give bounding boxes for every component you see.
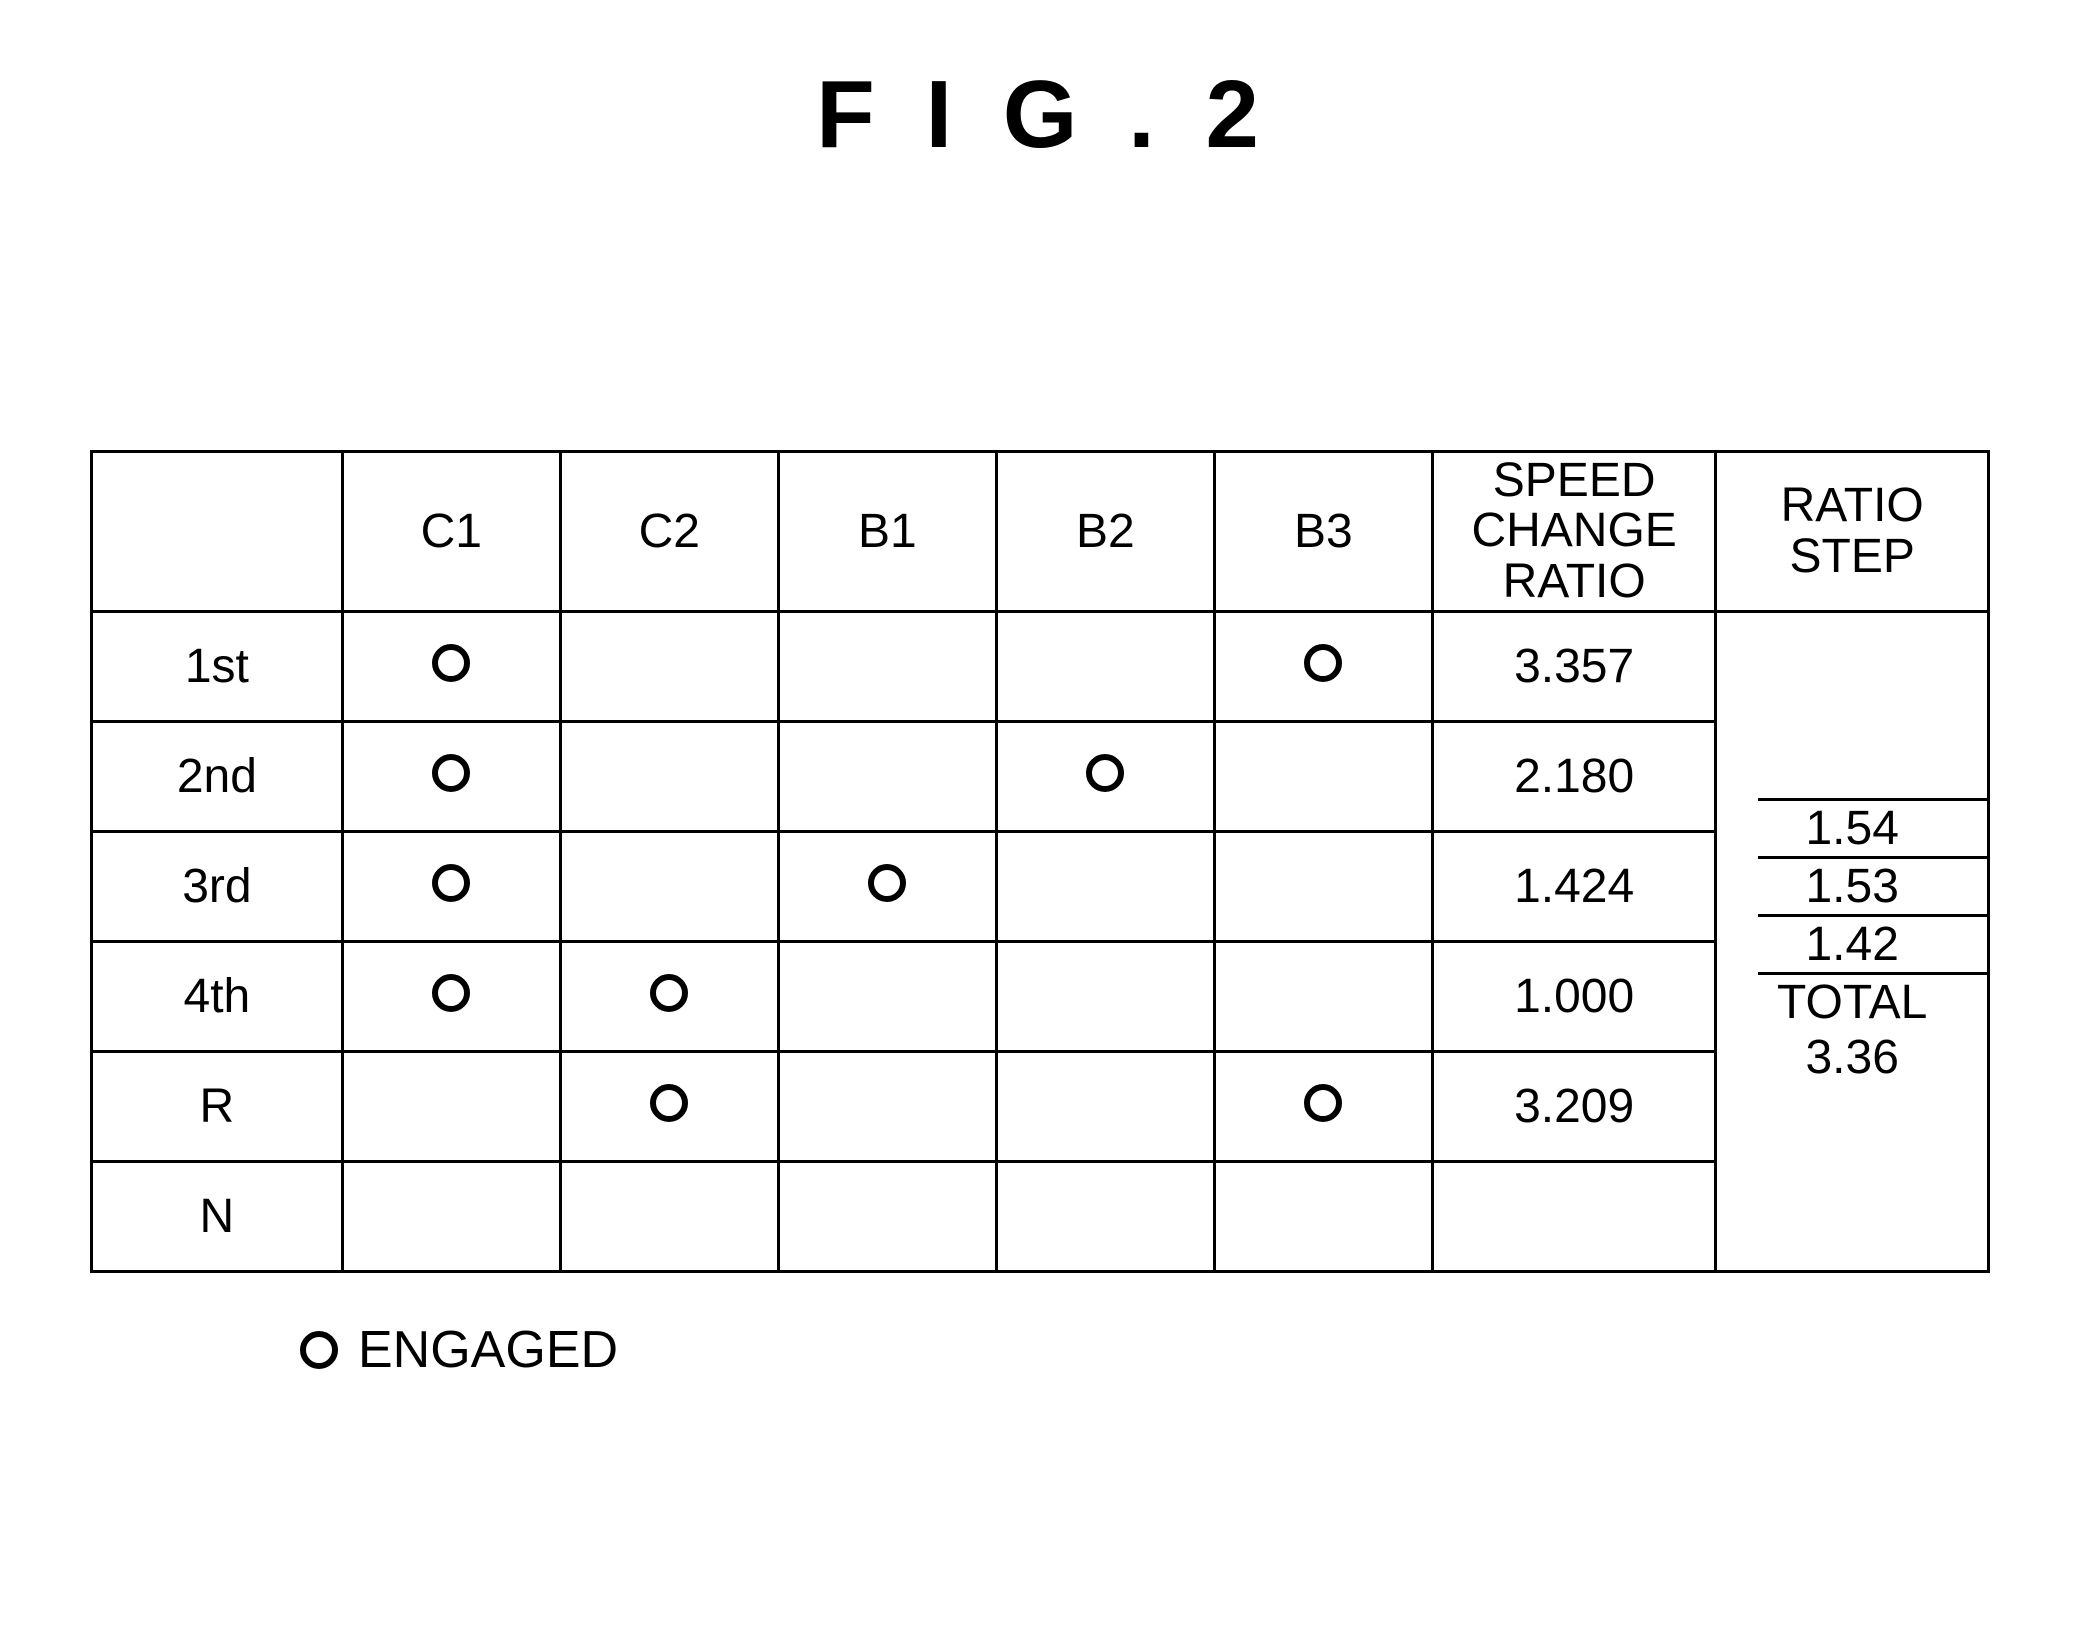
cell-scr: 2.180 xyxy=(1432,722,1715,832)
cell-scr: 1.000 xyxy=(1432,942,1715,1052)
header-b2: B2 xyxy=(996,452,1214,612)
header-b1: B1 xyxy=(778,452,996,612)
cell-b1 xyxy=(778,1162,996,1272)
cell-b3 xyxy=(1214,832,1432,942)
cell-c2 xyxy=(560,832,778,942)
header-blank xyxy=(92,452,343,612)
cell-b3 xyxy=(1214,1052,1432,1162)
cell-b2 xyxy=(996,1162,1214,1272)
engagement-table-wrap: C1 C2 B1 B2 B3 SPEEDCHANGERATIO RATIOSTE… xyxy=(90,450,1990,1273)
ratio-step-inner: 1.54 1.53 1.42 TOTAL 3.36 xyxy=(1717,798,1987,1085)
gear-label: N xyxy=(92,1162,343,1272)
engaged-icon xyxy=(432,644,470,682)
cell-b2 xyxy=(996,942,1214,1052)
gear-label: 2nd xyxy=(92,722,343,832)
table-row: 4th 1.000 xyxy=(92,942,1989,1052)
engaged-icon xyxy=(1086,754,1124,792)
cell-b2 xyxy=(996,722,1214,832)
cell-scr: 3.357 xyxy=(1432,612,1715,722)
ratio-step-total-label: TOTAL xyxy=(1717,975,1987,1030)
cell-c1 xyxy=(342,1052,560,1162)
cell-scr: 3.209 xyxy=(1432,1052,1715,1162)
table-header-row: C1 C2 B1 B2 B3 SPEEDCHANGERATIO RATIOSTE… xyxy=(92,452,1989,612)
cell-b2 xyxy=(996,832,1214,942)
ratio-step-value: 1.42 xyxy=(1717,917,1987,972)
header-b3: B3 xyxy=(1214,452,1432,612)
table-row: 1st 3.357 1.54 1.53 1.42 xyxy=(92,612,1989,722)
cell-b3 xyxy=(1214,722,1432,832)
cell-b1 xyxy=(778,612,996,722)
header-c2: C2 xyxy=(560,452,778,612)
engaged-icon xyxy=(650,974,688,1012)
engaged-icon xyxy=(432,974,470,1012)
cell-b1 xyxy=(778,832,996,942)
cell-b3 xyxy=(1214,942,1432,1052)
cell-c1 xyxy=(342,832,560,942)
table-row: R 3.209 xyxy=(92,1052,1989,1162)
cell-b3 xyxy=(1214,1162,1432,1272)
engagement-table: C1 C2 B1 B2 B3 SPEEDCHANGERATIO RATIOSTE… xyxy=(90,450,1990,1273)
gear-label: 1st xyxy=(92,612,343,722)
cell-c1 xyxy=(342,722,560,832)
cell-c1 xyxy=(342,1162,560,1272)
figure-title: F I G . 2 xyxy=(0,60,2087,170)
engaged-icon xyxy=(868,864,906,902)
cell-c2 xyxy=(560,1052,778,1162)
legend: ENGAGED xyxy=(300,1320,618,1380)
cell-c2 xyxy=(560,722,778,832)
cell-b1 xyxy=(778,1052,996,1162)
header-speed-change-ratio: SPEEDCHANGERATIO xyxy=(1432,452,1715,612)
cell-scr: 1.424 xyxy=(1432,832,1715,942)
cell-c2 xyxy=(560,1162,778,1272)
cell-b1 xyxy=(778,722,996,832)
cell-b2 xyxy=(996,612,1214,722)
gear-label: 4th xyxy=(92,942,343,1052)
gear-label: R xyxy=(92,1052,343,1162)
engaged-icon xyxy=(300,1331,338,1369)
header-ratio-step: RATIOSTEP xyxy=(1716,452,1989,612)
table-row: 2nd 2.180 xyxy=(92,722,1989,832)
header-c1: C1 xyxy=(342,452,560,612)
table-row: 3rd 1.424 xyxy=(92,832,1989,942)
page: F I G . 2 C1 C2 B1 B2 B3 SPEEDCHANGERATI… xyxy=(0,0,2087,1649)
cell-c2 xyxy=(560,942,778,1052)
cell-c2 xyxy=(560,612,778,722)
engaged-icon xyxy=(432,754,470,792)
engaged-icon xyxy=(1304,1084,1342,1122)
ratio-step-value: 1.53 xyxy=(1717,859,1987,914)
ratio-step-cell: 1.54 1.53 1.42 TOTAL 3.36 xyxy=(1716,612,1989,1272)
cell-c1 xyxy=(342,612,560,722)
cell-c1 xyxy=(342,942,560,1052)
legend-label: ENGAGED xyxy=(358,1320,618,1380)
cell-b1 xyxy=(778,942,996,1052)
ratio-step-value: 1.54 xyxy=(1717,801,1987,856)
gear-label: 3rd xyxy=(92,832,343,942)
table-row: N xyxy=(92,1162,1989,1272)
cell-b3 xyxy=(1214,612,1432,722)
cell-scr xyxy=(1432,1162,1715,1272)
ratio-step-total-value: 3.36 xyxy=(1717,1030,1987,1085)
engaged-icon xyxy=(1304,644,1342,682)
engaged-icon xyxy=(650,1084,688,1122)
engaged-icon xyxy=(432,864,470,902)
cell-b2 xyxy=(996,1052,1214,1162)
